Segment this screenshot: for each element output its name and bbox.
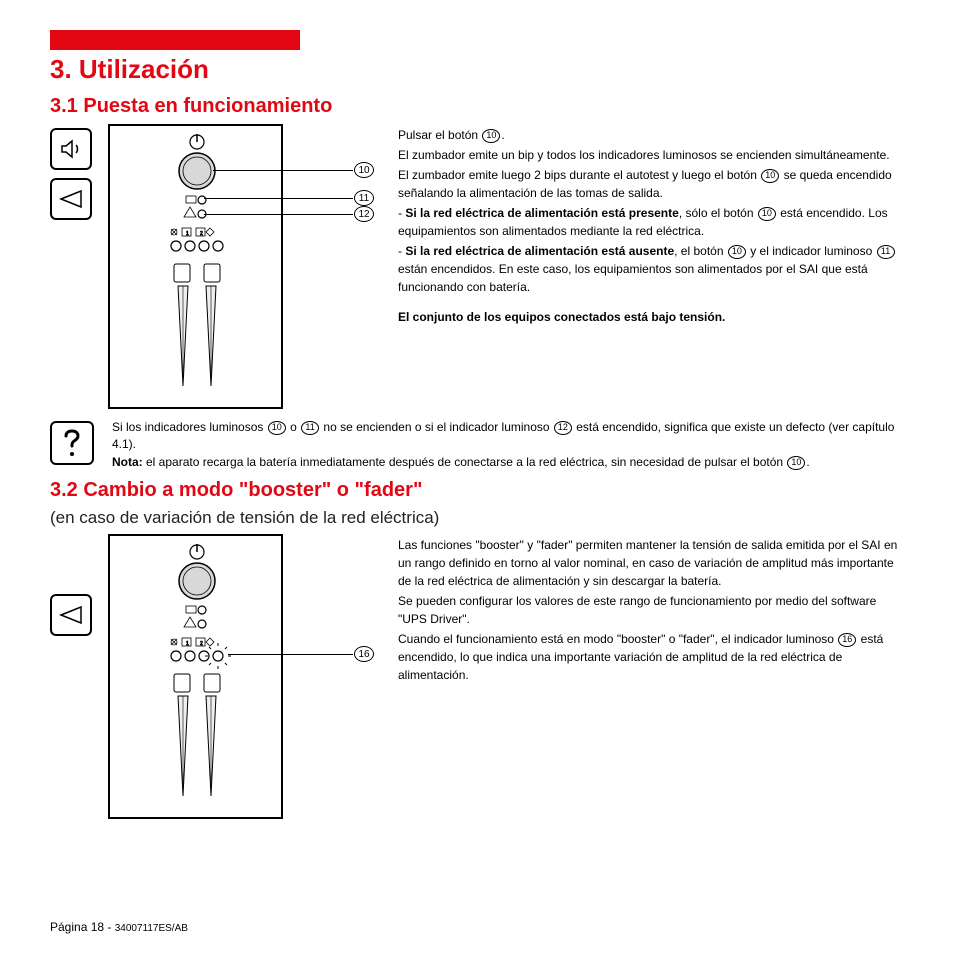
callout-16: 16 [354,646,374,662]
icon-column-2 [50,534,98,636]
nref11: 11 [301,421,319,435]
svg-text:2: 2 [200,641,203,647]
section-3-2-title: 3.2 Cambio a modo "booster" o "fader" [50,479,904,502]
section-3-1-row: 1 2 10 11 [50,124,904,409]
ref-11: 11 [877,245,895,259]
doc-code: 34007117ES/AB [115,923,188,934]
callout-10: 10 [354,162,374,178]
triangle-icon [50,178,92,220]
section-3-1-text: Pulsar el botón 10. El zumbador emite un… [398,124,904,328]
svg-text:2: 2 [200,231,203,237]
ref-10b: 10 [761,169,779,183]
nota-ref10: 10 [787,456,805,470]
callout-line-16 [228,654,353,655]
note-text-3-1: Si los indicadores luminosos 10 o 11 no … [112,419,904,471]
s32p3a: Cuando el funcionamiento está en modo "b… [398,632,837,646]
p2: El zumbador emite un bip y todos los ind… [398,146,904,164]
section-3-2-row: 1 2 16 Las funciones "booster" [50,534,904,819]
p5b: , el botón [674,244,727,258]
note-row-3-1: Si los indicadores luminosos 10 o 11 no … [50,419,904,471]
p5bold: Si la red eléctrica de alimentación está… [405,244,674,258]
section-3-2-text: Las funciones "booster" y "fader" permit… [398,534,904,686]
nota: el aparato recarga la batería inmediatam… [143,455,787,469]
page-footer: Página 18 - 34007117ES/AB [50,920,188,934]
panel-column-2: 1 2 16 [108,534,388,819]
p4b: , sólo el botón [679,206,757,220]
na: Si los indicadores luminosos [112,420,267,434]
accent-bar [50,30,300,50]
chapter-title: 3. Utilización [50,54,904,85]
ref-16: 16 [838,633,856,647]
ref-10: 10 [482,129,500,143]
nc: no se encienden o si el indicador lumino… [320,420,553,434]
p6: El conjunto de los equipos conectados es… [398,308,904,326]
p1a: Pulsar el botón [398,128,481,142]
p5d: están encendidos. En este caso, los equi… [398,262,868,294]
device-panel-1: 1 2 [108,124,283,409]
page-number: Página 18 - [50,920,115,934]
nota-end: . [806,455,809,469]
callout-11: 11 [354,190,374,206]
p3a: El zumbador emite luego 2 bips durante e… [398,168,760,182]
ref-10d: 10 [728,245,746,259]
section-3-1-title: 3.1 Puesta en funcionamiento [50,95,904,118]
speaker-icon [50,128,92,170]
s32p1: Las funciones "booster" y "fader" permit… [398,536,904,590]
nota-label: Nota: [112,455,143,469]
callout-12: 12 [354,206,374,222]
icon-column-1 [50,124,98,220]
device-panel-2: 1 2 [108,534,283,819]
callout-line-11 [204,198,353,199]
nref10: 10 [268,421,286,435]
p1b: . [501,128,504,142]
question-icon [50,421,94,465]
section-3-2-subtitle: (en caso de variación de tensión de la r… [50,508,904,528]
ref-10c: 10 [758,207,776,221]
svg-text:1: 1 [186,231,189,237]
svg-text:1: 1 [186,641,189,647]
s32p2: Se pueden configurar los valores de este… [398,592,904,628]
callout-line-12 [204,214,353,215]
nref12: 12 [554,421,572,435]
panel-column-1: 1 2 10 11 [108,124,388,409]
triangle-icon-2 [50,594,92,636]
p4bold: Si la red eléctrica de alimentación está… [405,206,678,220]
callout-line-10 [213,170,353,171]
nb: o [287,420,300,434]
p5c: y el indicador luminoso [747,244,876,258]
